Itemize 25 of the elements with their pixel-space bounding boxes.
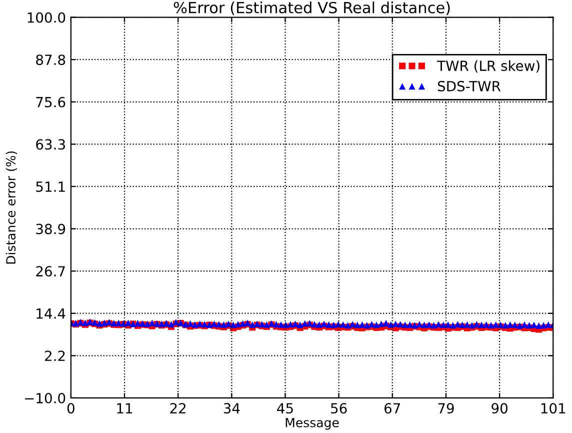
y-tick-label: 2.2 xyxy=(44,350,65,361)
x-tick-label: 101 xyxy=(541,403,566,414)
legend-label: TWR (LR skew) xyxy=(436,60,540,73)
x-tick-label: 0 xyxy=(67,403,74,414)
y-tick-label: 38.9 xyxy=(36,224,66,234)
x-tick-label: 45 xyxy=(277,403,293,414)
chart-title: %Error (Estimated VS Real distance) xyxy=(174,2,450,16)
legend-label: SDS-TWR xyxy=(438,80,501,92)
x-tick-label: 67 xyxy=(384,403,400,414)
y-tick-label: 26.7 xyxy=(36,266,65,277)
y-tick-label: 14.4 xyxy=(36,308,66,319)
x-tick-label: 79 xyxy=(438,403,454,414)
y-tick-label: −10.0 xyxy=(24,392,66,404)
y-tick-label: 75.6 xyxy=(36,96,66,108)
x-axis-title: Message xyxy=(286,418,339,430)
y-axis-title: Distance error (%) xyxy=(6,151,17,264)
y-tick-label: 87.8 xyxy=(36,54,66,66)
y-tick-label: 51.1 xyxy=(36,182,65,192)
x-tick-label: 11 xyxy=(117,403,132,414)
x-tick-label: 90 xyxy=(492,403,508,414)
y-tick-label: 63.3 xyxy=(36,139,65,150)
x-tick-label: 56 xyxy=(331,403,347,414)
y-tick-label: 100.0 xyxy=(28,12,66,23)
x-tick-label: 34 xyxy=(224,403,240,414)
x-tick-label: 22 xyxy=(170,403,186,414)
